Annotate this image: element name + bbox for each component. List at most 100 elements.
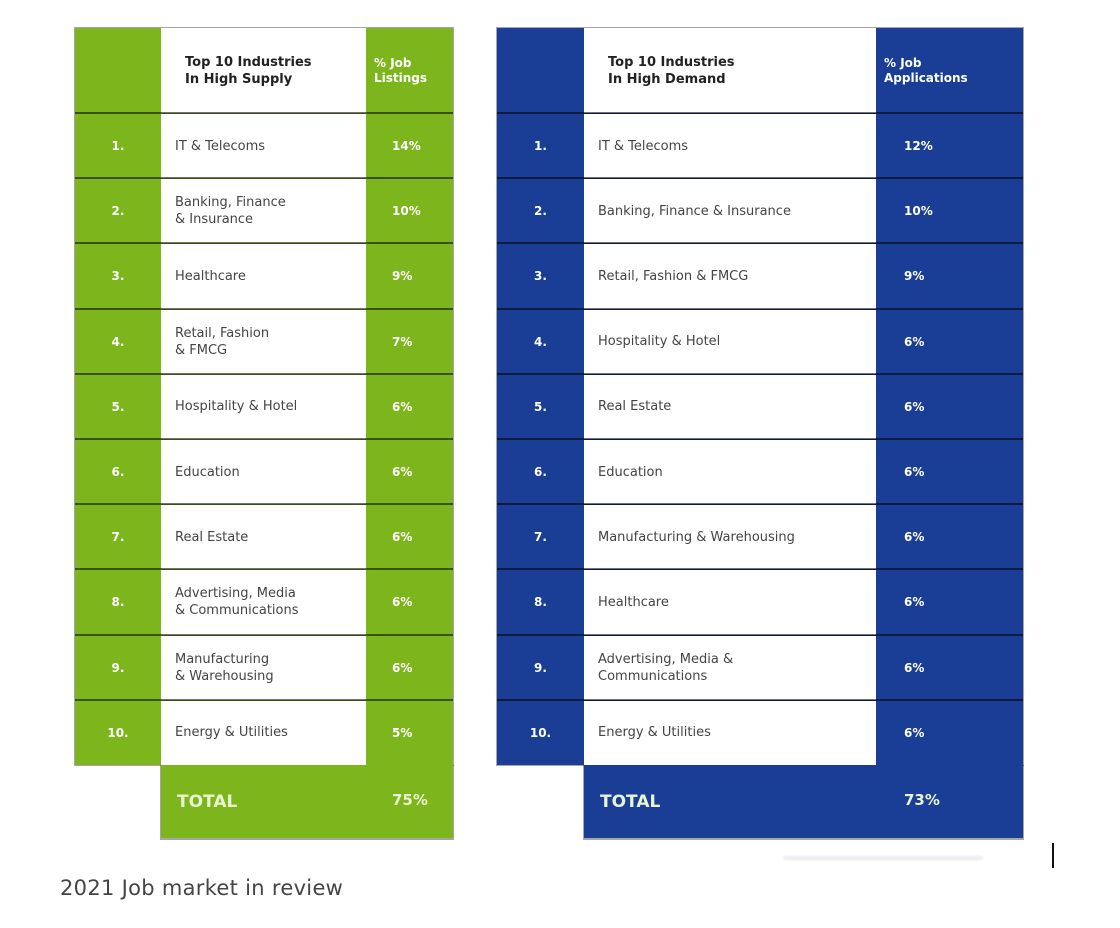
text-line: & FMCG <box>175 342 228 358</box>
text-line: Applications <box>884 70 968 85</box>
text-line: Advertising, Media & <box>598 651 734 667</box>
percentage-value: 10% <box>392 204 421 219</box>
text-line: Manufacturing <box>175 651 270 667</box>
header-title: Top 10 Industries In High Supply <box>161 28 366 113</box>
header-rank-cell <box>75 28 161 113</box>
text-line: Listings <box>374 70 428 85</box>
percentage-value: 9% <box>392 269 413 284</box>
percentage-value: 6% <box>904 465 925 480</box>
rank-number: 10. <box>529 725 552 740</box>
percentage-value: 6% <box>904 725 925 740</box>
industry-name-text: Real Estate <box>598 398 671 415</box>
industry-name-text: IT & Telecoms <box>598 138 688 155</box>
industry-name: Education <box>584 440 876 505</box>
text-line: Real Estate <box>175 529 249 545</box>
row-divider <box>75 698 453 701</box>
rank-number: 6. <box>534 465 547 480</box>
industry-name: Real Estate <box>161 505 366 570</box>
table-row: 7. Real Estate 6% <box>75 505 453 570</box>
rank-number: 3. <box>111 269 125 284</box>
industry-name: Manufacturing & Warehousing <box>161 635 366 700</box>
rank-number: 7. <box>534 530 547 545</box>
row-divider <box>75 438 453 440</box>
row-divider <box>497 307 1023 310</box>
rank-number: 5. <box>534 399 547 414</box>
row-divider <box>497 568 1023 571</box>
table-row: 6. Education 6% <box>497 440 1023 505</box>
text-line: In High Demand <box>608 71 726 87</box>
text-line: Education <box>598 464 663 480</box>
industry-name: Advertising, Media & Communications <box>161 570 366 635</box>
industry-name-text: Banking, Finance & Insurance <box>175 194 286 228</box>
row-divider <box>497 112 1023 114</box>
text-line: In High Supply <box>185 71 293 87</box>
text-line: & Communications <box>175 603 299 619</box>
percentage-value: 14% <box>392 139 421 154</box>
rank-number: 3. <box>534 269 547 284</box>
industry-name: Education <box>161 440 366 505</box>
industry-name-text: Banking, Finance & Insurance <box>598 203 791 220</box>
table-row: 3. Retail, Fashion & FMCG 9% <box>497 244 1023 309</box>
table-row: 8. Advertising, Media & Communications 6% <box>75 570 453 635</box>
industry-name-text: Energy & Utilities <box>175 724 288 741</box>
rank-number: 1. <box>534 139 547 154</box>
percentage-value: 9% <box>904 269 925 284</box>
table-row: 6. Education 6% <box>75 440 453 505</box>
image-caption: 2021 Job market in review <box>60 876 344 900</box>
text-line: Healthcare <box>175 268 246 284</box>
total-value: 73% <box>904 791 940 809</box>
total-label: TOTAL <box>600 791 661 812</box>
rank-number: 4. <box>534 334 547 349</box>
industry-name-text: Manufacturing & Warehousing <box>175 651 274 685</box>
industry-name-text: Real Estate <box>175 529 248 546</box>
table-row: 9. Advertising, Media & Communications 6% <box>497 635 1023 700</box>
rank-number: 9. <box>534 660 547 675</box>
total-value: 75% <box>392 791 428 809</box>
row-divider <box>497 633 1023 636</box>
percentage-value: 6% <box>392 465 413 480</box>
row-divider <box>75 568 453 571</box>
percentage-value: 6% <box>904 660 925 675</box>
percentage-value: 6% <box>392 530 413 545</box>
industry-name-text: Education <box>175 464 240 481</box>
header-rank-cell <box>497 28 584 113</box>
supply-header-row: Top 10 Industries In High Supply % Job List… <box>75 28 453 113</box>
industry-name-text: Retail, Fashion & FMCG <box>598 268 748 285</box>
row-divider <box>75 307 453 310</box>
rank-number: 5. <box>111 399 125 414</box>
row-divider <box>75 177 453 180</box>
text-line: Education <box>175 464 240 480</box>
text-line: Banking, Finance <box>175 195 286 211</box>
table-row: 2. Banking, Finance & Insurance 10% <box>75 179 453 244</box>
header-title-text: Top 10 Industries In High Supply <box>185 54 312 88</box>
percentage-value: 6% <box>392 660 413 675</box>
text-line: IT & Telecoms <box>598 138 689 154</box>
text-line: & Warehousing <box>175 668 274 684</box>
table-row: 4. Retail, Fashion & FMCG 7% <box>75 309 453 374</box>
table-row: 10. Energy & Utilities 5% <box>75 700 453 765</box>
industry-name-text: Advertising, Media & Communications <box>175 585 299 619</box>
header-pct-label: % Job Applications <box>876 28 1023 113</box>
rank-number: 2. <box>111 204 125 219</box>
industry-name: IT & Telecoms <box>161 114 366 179</box>
text-line: % Job <box>884 55 922 70</box>
text-line: Hospitality & Hotel <box>598 334 721 350</box>
percentage-value: 6% <box>392 399 413 414</box>
percentage-value: 6% <box>904 595 925 610</box>
rank-number: 7. <box>111 530 125 545</box>
industry-name-text: Healthcare <box>598 594 669 611</box>
text-line: Banking, Finance & Insurance <box>598 203 791 219</box>
row-divider <box>75 112 453 114</box>
rank-number: 8. <box>111 595 125 610</box>
text-line: Communications <box>598 668 708 684</box>
rank-number: 8. <box>534 595 547 610</box>
row-divider <box>497 698 1023 701</box>
supply-total-row: TOTAL 75% <box>161 765 453 838</box>
header-pct-text: % Job Applications <box>884 56 968 86</box>
text-cursor-icon <box>1052 843 1054 868</box>
header-pct-label: % Job Listings <box>366 28 453 113</box>
percentage-value: 5% <box>392 725 413 740</box>
text-line: Healthcare <box>598 594 669 610</box>
rank-number: 10. <box>107 725 129 740</box>
industry-name: Real Estate <box>584 374 876 439</box>
